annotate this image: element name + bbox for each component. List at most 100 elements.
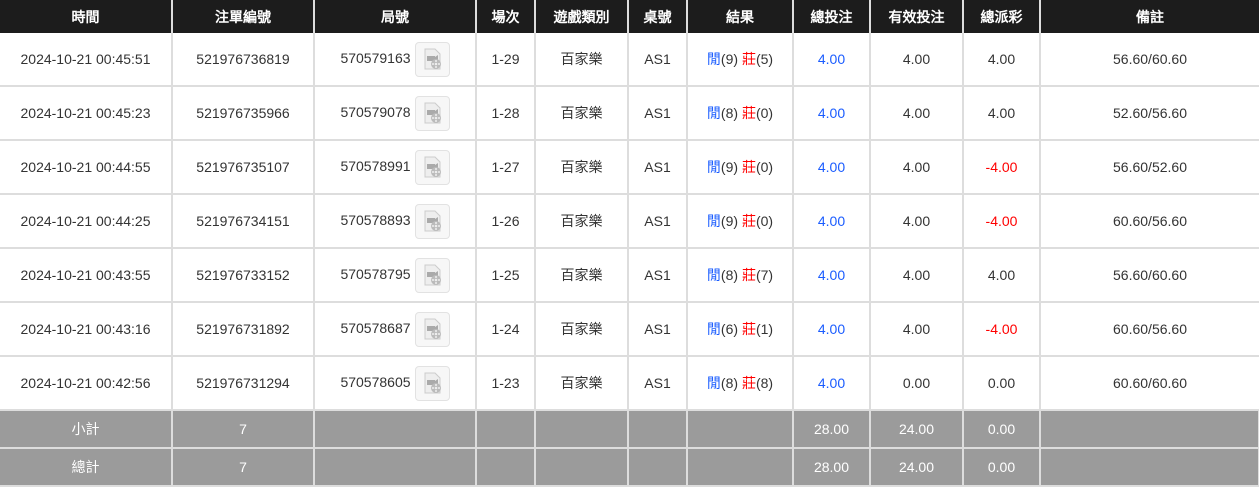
banker-label: 莊	[741, 321, 756, 337]
session-cell: 1-28	[476, 86, 536, 141]
note-cell: 52.60/56.60	[1040, 86, 1259, 141]
player-score: (8)	[720, 375, 739, 391]
valid-bet-cell: 4.00	[870, 302, 964, 357]
player-label: 閒	[706, 267, 721, 283]
round-number: 570578795	[340, 265, 411, 282]
header-table-no: 桌號	[628, 0, 688, 33]
result-cell: 閒(8) 莊(8)	[687, 356, 794, 411]
result-cell: 閒(9) 莊(0)	[687, 194, 794, 249]
banker-label: 莊	[741, 105, 756, 121]
table-row: 2024-10-21 00:44:55 521976735107 5705789…	[0, 140, 1259, 195]
table-row: 2024-10-21 00:43:16 521976731892 5705786…	[0, 302, 1259, 357]
round-number: 570578893	[340, 211, 411, 228]
table-row: 2024-10-21 00:42:56 521976731294 5705786…	[0, 356, 1259, 411]
game-type-cell: 百家樂	[535, 302, 629, 357]
time-cell: 2024-10-21 00:45:23	[0, 86, 173, 141]
banker-label: 莊	[741, 375, 756, 391]
header-round: 局號	[314, 0, 477, 33]
payout-cell: 4.00	[963, 33, 1041, 87]
round-cell: 570579163	[314, 33, 477, 87]
header-session: 場次	[476, 0, 536, 33]
session-cell: 1-29	[476, 33, 536, 87]
time-cell: 2024-10-21 00:44:25	[0, 194, 173, 249]
round-cell: 570579078	[314, 86, 477, 141]
game-type-cell: 百家樂	[535, 33, 629, 87]
summary-valid-bet: 24.00	[870, 410, 964, 449]
time-cell: 2024-10-21 00:45:51	[0, 33, 173, 87]
payout-cell: -4.00	[963, 302, 1041, 357]
session-cell: 1-27	[476, 140, 536, 195]
video-replay-icon[interactable]	[414, 311, 450, 347]
banker-score: (5)	[755, 51, 774, 67]
summary-payout: 0.00	[963, 410, 1041, 449]
session-cell: 1-26	[476, 194, 536, 249]
round-number: 570579163	[340, 49, 411, 66]
note-cell: 60.60/60.60	[1040, 356, 1259, 411]
note-cell: 56.60/52.60	[1040, 140, 1259, 195]
game-type-cell: 百家樂	[535, 356, 629, 411]
session-cell: 1-24	[476, 302, 536, 357]
header-note: 備註	[1040, 0, 1259, 33]
player-label: 閒	[706, 375, 721, 391]
session-cell: 1-23	[476, 356, 536, 411]
game-type-cell: 百家樂	[535, 248, 629, 303]
banker-label: 莊	[741, 213, 756, 229]
table-header: 時間 注單編號 局號 場次 遊戲類別 桌號 結果 總投注 有效投注 總派彩 備註	[0, 0, 1259, 33]
total-bet-cell: 4.00	[793, 248, 871, 303]
video-replay-icon[interactable]	[414, 95, 450, 131]
total-bet-cell: 4.00	[793, 356, 871, 411]
video-replay-icon[interactable]	[414, 41, 450, 77]
valid-bet-cell: 4.00	[870, 194, 964, 249]
banker-score: (8)	[755, 375, 774, 391]
valid-bet-cell: 0.00	[870, 356, 964, 411]
table-no-cell: AS1	[628, 33, 688, 87]
note-cell: 56.60/60.60	[1040, 33, 1259, 87]
summary-total-bet: 28.00	[793, 448, 871, 487]
total-bet-cell: 4.00	[793, 302, 871, 357]
video-replay-icon[interactable]	[414, 257, 450, 293]
total-bet-cell: 4.00	[793, 140, 871, 195]
header-bet-id: 注單編號	[172, 0, 315, 33]
payout-cell: 4.00	[963, 248, 1041, 303]
banker-score: (0)	[755, 159, 774, 175]
round-number: 570579078	[340, 103, 411, 120]
video-replay-icon[interactable]	[414, 149, 450, 185]
payout-cell: -4.00	[963, 140, 1041, 195]
round-cell: 570578605	[314, 356, 477, 411]
header-result: 結果	[687, 0, 794, 33]
bet-id-cell: 521976736819	[172, 33, 315, 87]
game-type-cell: 百家樂	[535, 86, 629, 141]
note-cell: 60.60/56.60	[1040, 302, 1259, 357]
subtotal-row: 小計 7 28.00 24.00 0.00	[0, 410, 1259, 449]
summary-payout: 0.00	[963, 448, 1041, 487]
summary-total-bet: 28.00	[793, 410, 871, 449]
table-no-cell: AS1	[628, 86, 688, 141]
video-replay-icon[interactable]	[414, 365, 450, 401]
round-number: 570578991	[340, 157, 411, 174]
valid-bet-cell: 4.00	[870, 86, 964, 141]
valid-bet-cell: 4.00	[870, 140, 964, 195]
banker-score: (7)	[755, 267, 774, 283]
game-type-cell: 百家樂	[535, 194, 629, 249]
banker-score: (0)	[755, 105, 774, 121]
round-number: 570578605	[340, 373, 411, 390]
bet-id-cell: 521976735107	[172, 140, 315, 195]
header-valid-bet: 有效投注	[870, 0, 964, 33]
round-cell: 570578687	[314, 302, 477, 357]
table-row: 2024-10-21 00:44:25 521976734151 5705788…	[0, 194, 1259, 249]
bet-id-cell: 521976734151	[172, 194, 315, 249]
player-score: (9)	[720, 159, 739, 175]
table-row: 2024-10-21 00:45:23 521976735966 5705790…	[0, 86, 1259, 141]
player-label: 閒	[706, 213, 721, 229]
player-label: 閒	[706, 51, 721, 67]
summary-label: 小計	[0, 410, 173, 449]
bet-id-cell: 521976731892	[172, 302, 315, 357]
video-replay-icon[interactable]	[414, 203, 450, 239]
time-cell: 2024-10-21 00:44:55	[0, 140, 173, 195]
table-no-cell: AS1	[628, 302, 688, 357]
result-cell: 閒(9) 莊(0)	[687, 140, 794, 195]
note-cell: 60.60/56.60	[1040, 194, 1259, 249]
round-cell: 570578795	[314, 248, 477, 303]
payout-cell: 4.00	[963, 86, 1041, 141]
